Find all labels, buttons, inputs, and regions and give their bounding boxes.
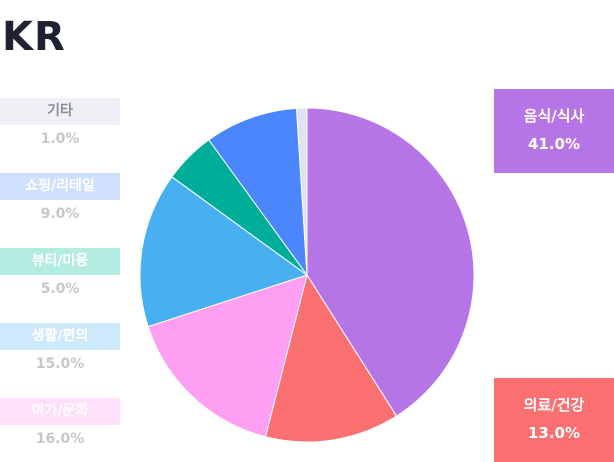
pie-slice-5: [208, 107, 308, 277]
legend-item-leisure: 여가/문화 16.0%: [0, 398, 120, 458]
legend-value-beauty: 5.0%: [40, 281, 80, 297]
legend-item-other: 기타 1.0%: [0, 98, 120, 158]
legend-item-living: 생활/편의 15.0%: [0, 323, 120, 383]
pie-slice-0: [306, 107, 475, 417]
legend-label-living: 생활/편의: [0, 323, 120, 350]
chart-title: KR: [2, 14, 66, 60]
legend-value-shopping: 9.0%: [40, 206, 80, 222]
legend-label-leisure: 여가/문화: [0, 398, 120, 425]
legend-item-shopping: 쇼핑/리테일 9.0%: [0, 173, 120, 233]
callout-medical: 의료/건강 13.0%: [494, 378, 614, 462]
legend-label-other: 기타: [0, 98, 120, 125]
pie-slice-1: [264, 273, 398, 443]
legend-label-beauty: 뷰티/미용: [0, 248, 120, 275]
callout-food-value: 41.0%: [527, 135, 581, 153]
pie-slice-3: [139, 176, 309, 328]
legend-value-living: 15.0%: [35, 356, 85, 372]
callout-food: 음식/식사 41.0%: [494, 89, 614, 173]
pie-slice-6: [295, 107, 308, 276]
pie-slice-2: [147, 274, 308, 438]
legend-value-leisure: 16.0%: [35, 431, 85, 447]
callout-medical-label: 의료/건강: [523, 396, 585, 414]
legend-label-shopping: 쇼핑/리테일: [0, 173, 120, 200]
callout-food-label: 음식/식사: [523, 107, 585, 125]
legend-item-beauty: 뷰티/미용 5.0%: [0, 248, 120, 308]
callout-medical-value: 13.0%: [527, 424, 581, 442]
legend-value-other: 1.0%: [40, 131, 80, 147]
